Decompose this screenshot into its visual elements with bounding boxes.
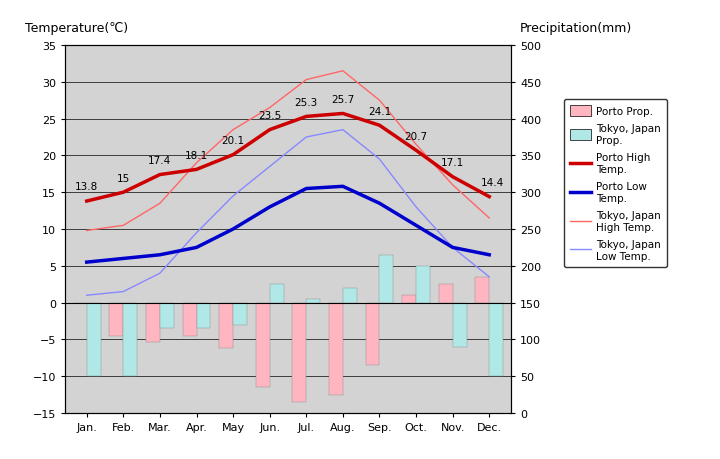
Bar	[109, 303, 123, 336]
Bar	[306, 299, 320, 303]
Text: 17.1: 17.1	[441, 158, 464, 168]
Bar	[219, 303, 233, 348]
Bar	[343, 288, 357, 303]
Bar	[183, 303, 197, 336]
Bar	[416, 266, 430, 303]
Bar	[160, 303, 174, 329]
Text: Temperature(℃): Temperature(℃)	[24, 22, 127, 35]
Bar	[86, 303, 101, 376]
Text: 13.8: 13.8	[75, 182, 99, 192]
Bar	[292, 303, 306, 402]
Text: 17.4: 17.4	[148, 156, 171, 166]
Text: 23.5: 23.5	[258, 111, 282, 121]
Text: 15: 15	[117, 173, 130, 183]
Text: 18.1: 18.1	[185, 151, 208, 161]
Bar	[270, 285, 284, 303]
Text: 14.4: 14.4	[481, 178, 505, 188]
Bar	[366, 303, 379, 365]
Text: 25.3: 25.3	[294, 98, 318, 107]
Bar	[402, 296, 416, 303]
Text: 24.1: 24.1	[368, 106, 391, 117]
Text: 25.7: 25.7	[331, 95, 354, 105]
Text: 20.7: 20.7	[405, 131, 428, 141]
Bar	[233, 303, 247, 325]
Text: 20.1: 20.1	[222, 136, 245, 146]
Bar	[379, 255, 393, 303]
Bar	[256, 303, 270, 387]
Bar	[123, 303, 138, 376]
Bar	[490, 303, 503, 376]
Bar	[438, 285, 453, 303]
Bar	[146, 303, 160, 342]
Bar	[453, 303, 467, 347]
Bar	[329, 303, 343, 395]
Bar	[475, 277, 490, 303]
Legend: Porto Prop., Tokyo, Japan
Prop., Porto High
Temp., Porto Low
Temp., Tokyo, Japan: Porto Prop., Tokyo, Japan Prop., Porto H…	[564, 100, 667, 267]
Text: Precipitation(mm): Precipitation(mm)	[520, 22, 632, 35]
Bar	[197, 303, 210, 329]
